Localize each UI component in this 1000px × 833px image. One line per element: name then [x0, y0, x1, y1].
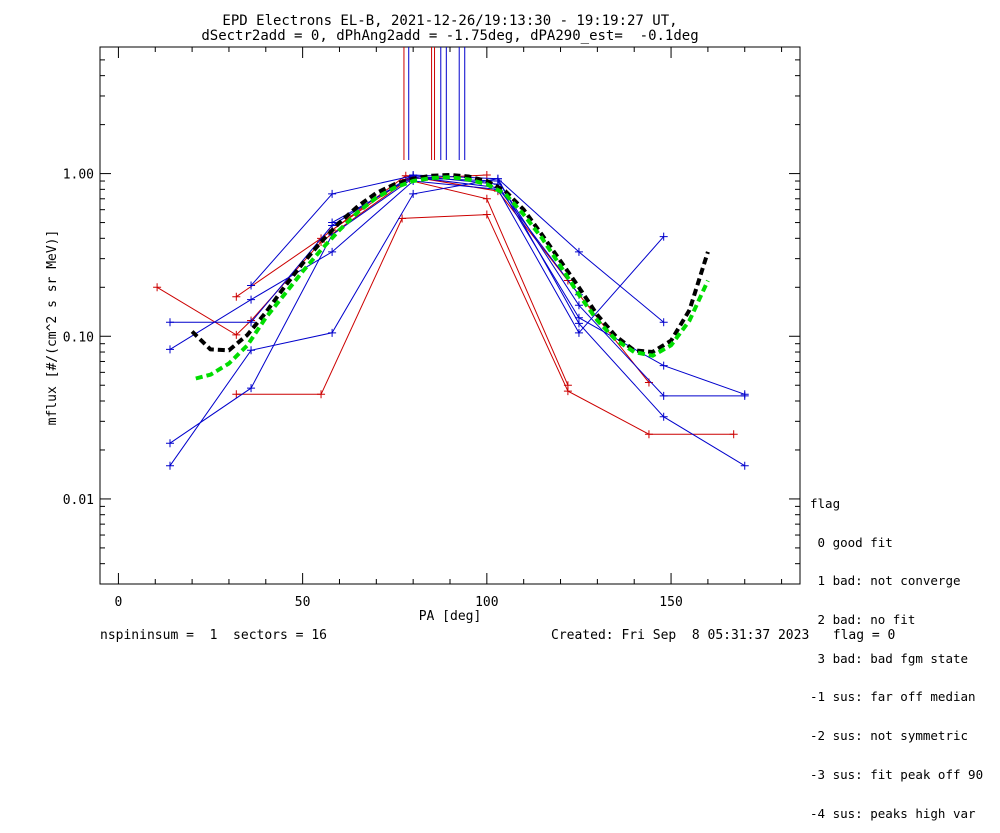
- legend-item: 3 bad: bad fgm state: [810, 650, 969, 666]
- data-point-marker: [482, 171, 491, 180]
- data-point-marker: [659, 412, 668, 421]
- fit-curve-green: [195, 175, 710, 381]
- chart-title-line-2: dSectr2add = 0, dPhAng2add = -1.75deg, d…: [201, 28, 699, 44]
- data-point-marker: [166, 318, 174, 327]
- data-point-marker: [247, 384, 256, 393]
- data-point-marker: [409, 189, 418, 198]
- legend-item: -4 sus: peaks high var: [810, 805, 976, 821]
- data-point-marker: [247, 346, 256, 355]
- data-point-marker: [328, 247, 337, 256]
- data-point-marker: [317, 390, 326, 399]
- data-point-marker: [644, 430, 653, 439]
- data-series-line: [250, 175, 745, 395]
- x-tick-label: 100: [475, 595, 498, 610]
- plot-frame: [99, 46, 801, 585]
- legend-item: -2 sus: not symmetric: [810, 728, 969, 744]
- data-point-marker: [740, 461, 749, 470]
- data-point-marker: [232, 390, 241, 399]
- data-point-marker: [659, 361, 668, 370]
- data-point-marker: [574, 328, 583, 337]
- data-point-marker: [659, 391, 668, 400]
- y-axis-label: mflux [#/(cm^2 s sr MeV)]: [45, 230, 60, 426]
- data-point-marker: [482, 210, 491, 219]
- x-tick-label: 150: [659, 595, 682, 610]
- legend-item: -1 sus: far off median: [810, 689, 976, 705]
- data-point-marker: [328, 328, 337, 337]
- data-point-marker: [166, 345, 174, 354]
- data-series-line: [331, 178, 569, 386]
- x-tick-label: 0: [115, 595, 123, 610]
- data-point-marker: [659, 232, 668, 241]
- data-point-marker: [232, 292, 241, 301]
- chart-plot: 0 50 100 150 0.01 0.10 1.00 PA [deg] mflux [#/(c…: [45, 46, 801, 624]
- data-point-marker: [247, 318, 256, 327]
- data-point-marker: [729, 430, 738, 439]
- data-point-marker: [232, 330, 241, 339]
- data-point-marker: [493, 174, 502, 183]
- y-tick-label: 0.01: [63, 493, 94, 508]
- legend-item: 1 bad: not converge: [810, 573, 961, 589]
- legend-item: 0 good fit: [810, 534, 893, 550]
- data-point-marker: [740, 391, 749, 400]
- data-point-marker: [153, 283, 162, 292]
- x-tick-label: 50: [295, 595, 311, 610]
- data-series-line: [169, 178, 745, 467]
- data-point-marker: [574, 319, 583, 328]
- data-point-marker: [247, 281, 256, 290]
- data-series-line: [236, 175, 650, 383]
- data-point-marker: [574, 301, 583, 310]
- fit-curve-black: [190, 173, 710, 354]
- footer-settings: nspininsum = 1 sectors = 16: [100, 628, 327, 643]
- data-series-line: [169, 177, 745, 444]
- data-point-marker: [482, 194, 491, 203]
- legend-item: 2 bad: no fit: [810, 611, 916, 627]
- data-point-marker: [563, 381, 572, 390]
- data-series-line: [236, 214, 734, 435]
- data-point-marker: [328, 189, 337, 198]
- legend-heading: flag: [810, 495, 841, 511]
- legend-item: -3 sus: fit peak off 90: [810, 766, 984, 782]
- flag-legend: flag 0 good fit 1 bad: not converge 2 ba…: [810, 472, 983, 833]
- data-point-marker: [166, 461, 174, 470]
- y-tick-label: 0.10: [63, 330, 94, 345]
- data-point-marker: [574, 247, 583, 256]
- footer-created: Created: Fri Sep 8 05:31:37 2023 flag = …: [551, 628, 896, 643]
- data-point-marker: [328, 218, 337, 227]
- data-point-marker: [659, 318, 668, 327]
- chart-title-line-1: EPD Electrons EL-B, 2021-12-26/19:13:30 …: [222, 13, 678, 29]
- y-tick-label: 1.00: [63, 168, 94, 183]
- x-axis-label: PA [deg]: [419, 609, 482, 624]
- data-point-marker: [247, 295, 256, 304]
- data-point-marker: [166, 439, 174, 448]
